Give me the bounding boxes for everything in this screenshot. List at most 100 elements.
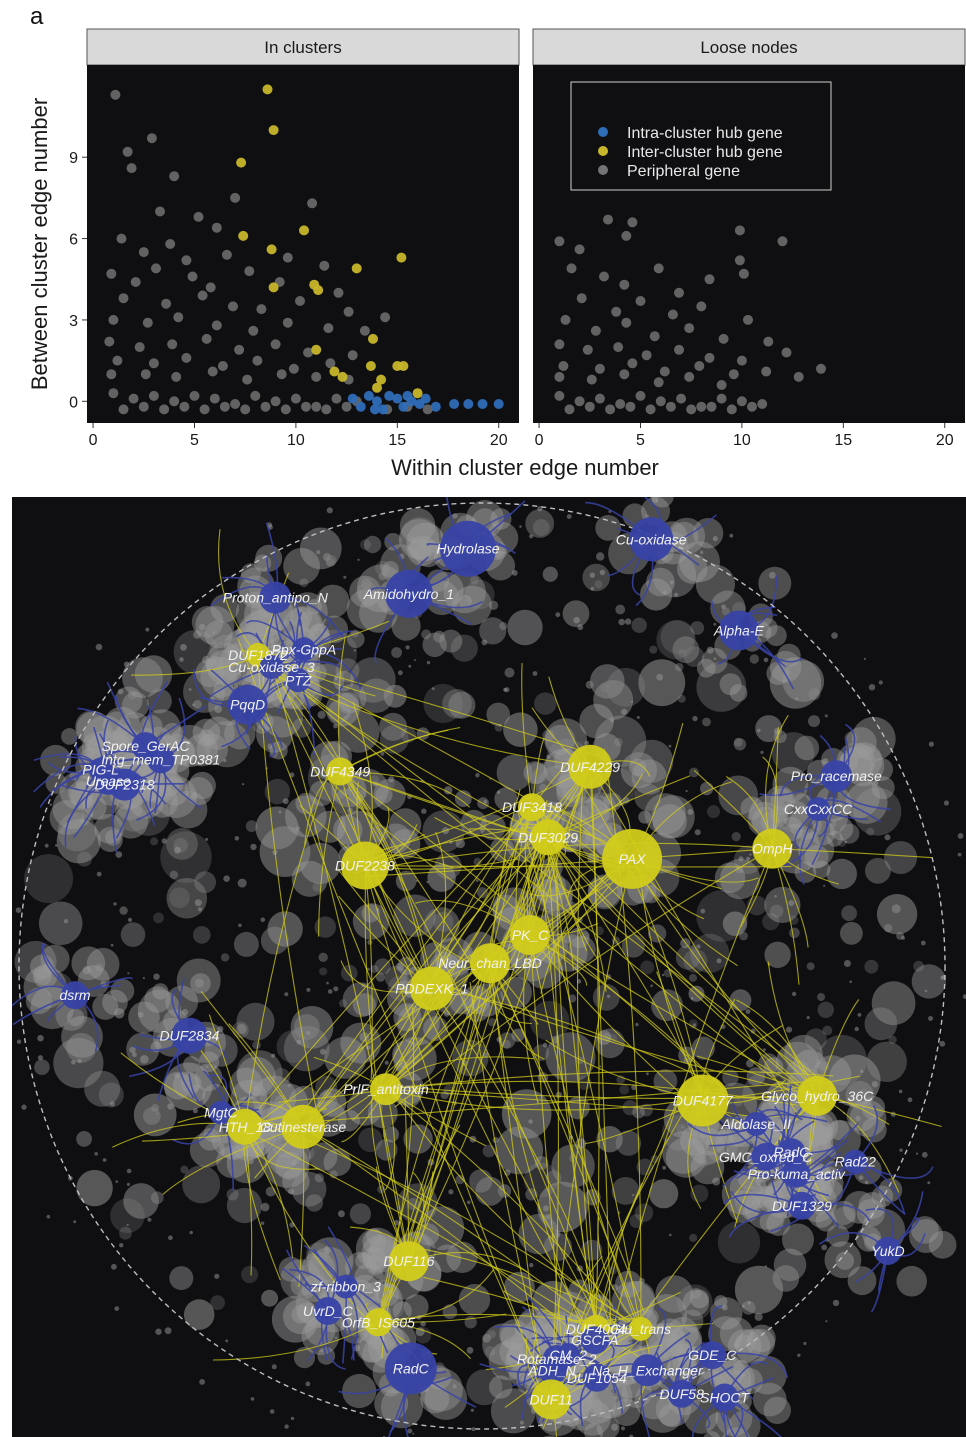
panel-letter-a: a bbox=[30, 3, 44, 30]
cluster-node bbox=[354, 1263, 384, 1293]
cluster-node bbox=[352, 903, 390, 940]
intra-hub-node bbox=[313, 1297, 342, 1325]
peripheral-node bbox=[193, 630, 202, 639]
point-peripheral bbox=[234, 344, 245, 355]
hub-label: Rotamase_2 bbox=[517, 1351, 597, 1367]
peripheral-node bbox=[519, 1420, 525, 1425]
peripheral-node bbox=[615, 604, 626, 615]
inter-edge bbox=[387, 1086, 641, 1330]
inter-edge bbox=[589, 766, 799, 1116]
point-peripheral bbox=[323, 323, 334, 334]
point-peripheral bbox=[686, 404, 697, 415]
inter-edge bbox=[591, 780, 600, 1329]
peripheral-node bbox=[806, 1016, 810, 1020]
peripheral-node bbox=[448, 1189, 454, 1195]
peripheral-node bbox=[692, 1023, 697, 1027]
peripheral-node bbox=[333, 986, 339, 992]
peripheral-node bbox=[613, 1395, 618, 1400]
peripheral-node bbox=[713, 657, 717, 660]
hub-label: GDE_C bbox=[688, 1347, 737, 1363]
peripheral-node bbox=[183, 1299, 215, 1330]
peripheral-node bbox=[466, 1346, 474, 1354]
cluster-node bbox=[203, 1122, 224, 1143]
peripheral-node bbox=[676, 1284, 713, 1321]
peripheral-node bbox=[388, 776, 395, 783]
peripheral-node bbox=[722, 911, 748, 936]
cluster-node bbox=[121, 691, 149, 719]
peripheral-node bbox=[76, 1131, 92, 1147]
peripheral-node bbox=[407, 1428, 413, 1434]
point-peripheral bbox=[816, 363, 826, 374]
point-intra-hub bbox=[477, 399, 488, 409]
peripheral-node bbox=[66, 1032, 97, 1063]
cluster-node bbox=[409, 539, 432, 561]
point-peripheral bbox=[321, 404, 332, 415]
peripheral-node bbox=[774, 895, 777, 898]
point-peripheral bbox=[276, 369, 287, 380]
peripheral-node bbox=[34, 1059, 50, 1075]
cluster-node bbox=[761, 1098, 780, 1116]
inter-edge bbox=[338, 636, 346, 772]
peripheral-node bbox=[679, 1331, 686, 1337]
peripheral-node bbox=[483, 799, 488, 804]
peripheral-node bbox=[326, 981, 329, 985]
intra-hub-node bbox=[384, 1342, 437, 1395]
intra-hub-node bbox=[384, 569, 433, 618]
point-peripheral bbox=[667, 309, 678, 320]
cluster-node bbox=[66, 1008, 85, 1027]
cluster-node bbox=[815, 1210, 837, 1232]
peripheral-node bbox=[519, 525, 522, 528]
hub-label: Pro_racemase bbox=[791, 768, 882, 784]
peripheral-node bbox=[193, 926, 211, 944]
peripheral-node bbox=[183, 670, 226, 713]
cluster-node bbox=[161, 778, 189, 806]
cluster-node bbox=[815, 1126, 834, 1145]
inter-edge bbox=[489, 788, 521, 964]
cluster-node bbox=[391, 611, 421, 641]
point-inter-hub bbox=[262, 84, 273, 95]
y-axis-title: Between cluster edge number bbox=[27, 98, 52, 390]
point-peripheral bbox=[554, 236, 565, 247]
inter-edge bbox=[530, 927, 818, 1097]
cluster-node bbox=[113, 724, 137, 748]
peripheral-node bbox=[943, 800, 950, 806]
peripheral-node bbox=[689, 767, 699, 778]
peripheral-node bbox=[434, 1362, 445, 1373]
cluster-node bbox=[320, 615, 349, 644]
cluster-node bbox=[818, 1179, 844, 1204]
cluster-node bbox=[835, 1251, 855, 1270]
peripheral-node bbox=[821, 1244, 828, 1251]
cluster-node bbox=[765, 785, 795, 816]
point-intra-hub bbox=[398, 401, 409, 412]
point-peripheral bbox=[211, 222, 222, 233]
peripheral-node bbox=[116, 754, 121, 759]
inter-edge bbox=[237, 639, 552, 1400]
peripheral-node bbox=[214, 705, 223, 713]
peripheral-node bbox=[431, 687, 435, 690]
cluster-node bbox=[114, 686, 143, 715]
hub-label: Alpha-E bbox=[713, 623, 764, 639]
point-peripheral bbox=[380, 312, 391, 323]
peripheral-node bbox=[329, 1170, 338, 1179]
inter-edge bbox=[299, 806, 533, 1117]
hub-label: Neur_chan_LBD bbox=[438, 955, 542, 971]
cluster-node bbox=[137, 989, 182, 1033]
cluster-node bbox=[337, 1109, 360, 1132]
intra-hub-node bbox=[629, 517, 674, 562]
peripheral-node bbox=[351, 1086, 356, 1091]
peripheral-node bbox=[415, 1327, 425, 1337]
peripheral-node bbox=[80, 818, 85, 823]
peripheral-node bbox=[675, 945, 701, 970]
cluster-node bbox=[800, 1106, 839, 1145]
inter-hub-node bbox=[409, 966, 454, 1011]
peripheral-node bbox=[793, 1122, 804, 1134]
peripheral-node bbox=[864, 1007, 898, 1041]
point-peripheral bbox=[108, 314, 119, 325]
peripheral-node bbox=[611, 1177, 640, 1205]
peripheral-node bbox=[769, 571, 776, 579]
point-peripheral bbox=[199, 404, 210, 415]
legend-key-inter bbox=[598, 146, 608, 156]
point-peripheral bbox=[240, 404, 251, 415]
point-peripheral bbox=[230, 192, 241, 203]
peripheral-node bbox=[126, 1223, 129, 1226]
